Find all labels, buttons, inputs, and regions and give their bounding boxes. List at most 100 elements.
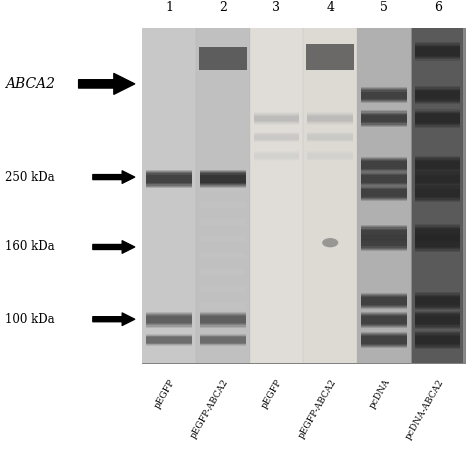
Bar xyxy=(361,173,407,185)
Text: 1: 1 xyxy=(165,1,173,14)
Bar xyxy=(200,286,246,292)
Bar xyxy=(415,158,461,171)
Bar xyxy=(307,135,353,139)
Bar xyxy=(415,224,461,243)
Bar xyxy=(415,110,461,127)
Bar xyxy=(200,313,246,327)
Bar xyxy=(361,175,407,183)
Bar xyxy=(361,334,407,346)
Bar xyxy=(307,151,353,161)
Bar xyxy=(254,115,299,122)
Bar xyxy=(415,175,461,183)
Bar xyxy=(307,114,353,123)
Text: 6: 6 xyxy=(434,1,442,14)
Bar xyxy=(415,46,461,57)
Bar xyxy=(415,331,461,349)
Bar xyxy=(142,28,196,363)
Bar xyxy=(415,315,461,325)
Bar xyxy=(200,336,246,343)
Bar xyxy=(361,111,407,126)
Bar xyxy=(415,296,461,307)
Bar xyxy=(142,28,465,363)
Bar xyxy=(361,171,407,187)
Bar xyxy=(415,43,461,60)
Bar xyxy=(146,172,192,185)
Bar xyxy=(361,188,407,198)
Bar xyxy=(361,113,407,124)
Bar xyxy=(361,90,407,100)
Bar xyxy=(415,172,461,185)
Bar xyxy=(361,226,407,240)
Bar xyxy=(200,170,246,188)
Bar xyxy=(415,186,461,199)
Bar xyxy=(415,336,461,344)
Bar xyxy=(146,336,192,343)
Bar xyxy=(200,269,246,275)
Text: 4: 4 xyxy=(326,1,334,14)
Bar xyxy=(415,335,461,345)
Bar xyxy=(200,334,246,346)
Bar xyxy=(415,236,461,249)
Bar xyxy=(415,297,461,305)
Bar xyxy=(146,336,192,344)
Text: pEGFP: pEGFP xyxy=(153,377,177,410)
Bar xyxy=(200,337,246,343)
Bar xyxy=(250,28,303,363)
Bar xyxy=(361,89,407,101)
Bar xyxy=(361,187,407,199)
Bar xyxy=(146,337,192,343)
Bar xyxy=(361,297,407,305)
Bar xyxy=(254,133,299,141)
Bar xyxy=(361,230,407,237)
Bar xyxy=(254,151,299,160)
Bar xyxy=(361,239,407,247)
Bar xyxy=(254,112,299,125)
Bar xyxy=(415,171,461,187)
Bar xyxy=(415,228,461,239)
Bar xyxy=(361,87,407,103)
Text: ABCA2: ABCA2 xyxy=(5,77,55,91)
Text: 100 kDa: 100 kDa xyxy=(5,313,55,326)
Bar xyxy=(307,133,353,141)
Bar xyxy=(146,315,192,324)
Bar xyxy=(307,153,353,159)
Bar xyxy=(200,312,246,328)
Bar xyxy=(361,314,407,326)
Bar xyxy=(361,185,407,201)
Bar xyxy=(200,172,246,185)
Bar xyxy=(200,336,246,344)
Bar xyxy=(146,175,192,183)
Bar xyxy=(361,186,407,200)
Bar xyxy=(415,110,461,128)
Bar xyxy=(415,313,461,327)
Bar xyxy=(415,113,461,124)
Bar xyxy=(361,161,407,169)
Bar xyxy=(361,335,407,345)
Bar xyxy=(361,332,407,348)
Bar xyxy=(146,312,192,328)
Bar xyxy=(307,115,353,122)
Bar xyxy=(361,114,407,123)
Bar xyxy=(361,189,407,197)
Bar xyxy=(415,226,461,241)
Bar xyxy=(415,42,461,61)
Text: 2: 2 xyxy=(219,1,227,14)
Bar xyxy=(146,316,192,323)
Bar xyxy=(415,187,461,199)
Bar xyxy=(254,152,299,159)
Bar xyxy=(254,113,299,124)
Bar xyxy=(415,237,461,248)
Bar xyxy=(200,185,246,191)
Bar xyxy=(415,87,461,103)
Text: pEGFP: pEGFP xyxy=(260,377,284,410)
Bar xyxy=(307,134,353,140)
Bar xyxy=(146,335,192,345)
Ellipse shape xyxy=(322,238,338,247)
Bar xyxy=(146,334,192,346)
Bar xyxy=(361,295,407,307)
Bar xyxy=(361,228,407,238)
Bar xyxy=(200,335,246,345)
Bar xyxy=(307,151,353,160)
Bar xyxy=(361,315,407,325)
Bar xyxy=(361,225,407,241)
